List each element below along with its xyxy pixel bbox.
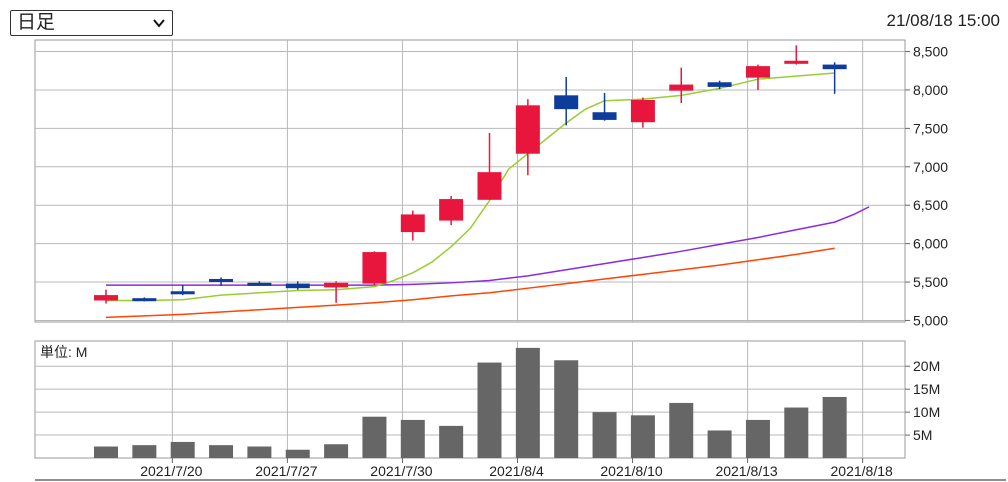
candle-down — [170, 291, 195, 295]
volume-bar — [209, 445, 234, 458]
volume-tick-label: 20M — [913, 358, 940, 374]
candle-up — [477, 172, 502, 200]
x-tick-label: 2021/8/10 — [600, 463, 662, 479]
candle-up — [400, 214, 425, 233]
x-tick-label: 2021/7/27 — [255, 463, 317, 479]
candle-down — [285, 283, 310, 289]
price-tick-label: 8,500 — [913, 44, 948, 60]
price-tick-label: 7,000 — [913, 159, 948, 175]
volume-bar — [285, 449, 310, 458]
price-tick-label: 6,500 — [913, 197, 948, 213]
price-panel-frame — [34, 39, 906, 323]
volume-bar — [170, 441, 195, 458]
volume-bar — [745, 419, 770, 458]
candle-down — [592, 112, 617, 120]
candle-up — [745, 66, 770, 78]
chevron-down-icon — [153, 19, 165, 28]
volume-panel-frame — [34, 340, 906, 459]
candle-up — [324, 282, 349, 288]
candle-up — [362, 252, 387, 284]
volume-tick-label: 10M — [913, 404, 940, 420]
candle-up — [630, 99, 655, 123]
candle-down — [209, 278, 234, 282]
period-select[interactable]: 日足 — [10, 10, 173, 36]
volume-bar — [630, 415, 655, 458]
x-tick-label: 2021/8/4 — [489, 463, 544, 479]
x-axis: 2021/7/20 2021/7/27 2021/7/30 2021/8/4 2021/… — [35, 458, 1006, 481]
price-tick-label: 8,000 — [913, 82, 948, 98]
ma-mid-line — [106, 206, 870, 286]
candle-up — [439, 199, 464, 221]
volume-bar — [94, 446, 118, 458]
volume-bar — [362, 416, 387, 458]
candle-down — [554, 95, 579, 110]
volume-bar — [324, 444, 349, 458]
candle-down — [132, 298, 157, 302]
candle-up — [515, 105, 540, 154]
candle-down — [822, 64, 847, 70]
volume-bar — [707, 430, 732, 458]
ma-long-line — [105, 247, 835, 319]
price-tick-label: 5,000 — [913, 312, 948, 328]
x-tick-label: 2021/8/13 — [715, 463, 777, 479]
ma-short-line — [106, 72, 835, 302]
price-tick-label: 6,000 — [913, 236, 948, 252]
volume-unit-label: 単位: M — [40, 344, 87, 360]
volume-bar — [247, 446, 272, 458]
candle-up — [784, 60, 809, 64]
volume-bar — [515, 347, 540, 458]
candle-down — [707, 82, 732, 87]
price-panel: 5,000 5,500 6,000 6,500 7,000 7,500 8,000 8,500 — [34, 39, 948, 328]
period-select-label: 日足 — [17, 12, 56, 33]
x-tick-label: 2021/8/18 — [831, 463, 893, 479]
price-tick-label: 7,500 — [913, 120, 948, 136]
candle-up — [94, 295, 118, 301]
volume-bar — [669, 402, 694, 458]
candle-up — [669, 84, 694, 91]
volume-tick-label: 15M — [913, 381, 940, 397]
volume-bar — [822, 396, 847, 458]
timestamp: 21/08/18 15:00 — [886, 11, 1000, 30]
volume-panel: 5M 10M 15M 20M 単位: M — [34, 340, 940, 459]
volume-bar — [439, 425, 464, 458]
price-tick-label: 5,500 — [913, 274, 948, 290]
volume-tick-label: 5M — [913, 427, 932, 443]
volume-bar — [592, 412, 617, 458]
x-tick-label: 2021/7/30 — [370, 463, 432, 479]
volume-bar — [784, 407, 809, 458]
volume-bar — [554, 360, 579, 458]
x-tick-label: 2021/7/20 — [140, 463, 202, 479]
volume-bar — [132, 445, 157, 458]
candle-down — [247, 282, 272, 286]
volume-bar — [477, 362, 502, 458]
volume-bar — [400, 419, 425, 458]
